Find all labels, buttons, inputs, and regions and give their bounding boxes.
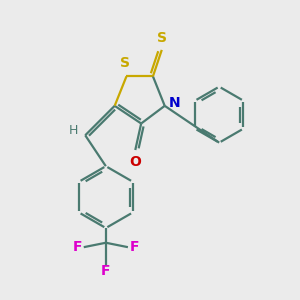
Text: O: O bbox=[129, 155, 141, 169]
Text: F: F bbox=[73, 240, 82, 254]
Text: F: F bbox=[101, 264, 111, 278]
Text: S: S bbox=[157, 31, 167, 45]
Text: N: N bbox=[169, 96, 181, 110]
Text: S: S bbox=[120, 56, 130, 70]
Text: H: H bbox=[69, 124, 78, 137]
Text: F: F bbox=[130, 240, 139, 254]
